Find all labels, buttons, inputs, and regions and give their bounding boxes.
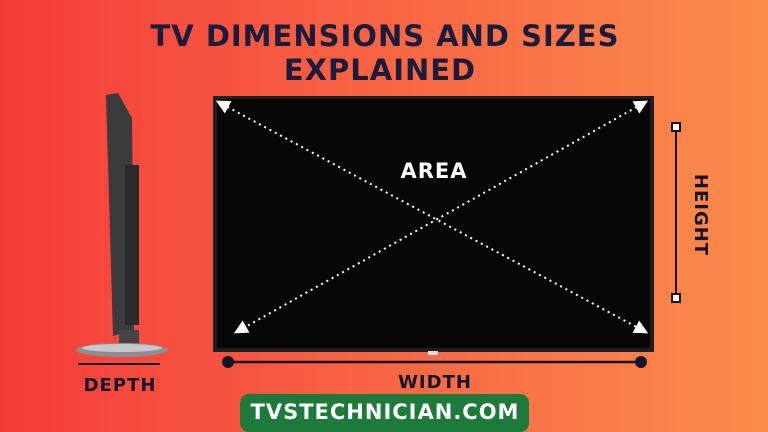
tv-screen [217,99,650,348]
height-end [671,122,681,132]
tv-logo [428,351,438,355]
diagonal [233,100,649,334]
width-end [635,356,647,368]
footer-site: TVSTECHNICIAN.COM [251,400,520,424]
width-label: WIDTH [398,372,472,393]
area-label: AREA [400,159,467,183]
footer-badge [240,394,529,432]
depth-label: DEPTH [84,375,157,396]
title-line: EXPLAINED [284,53,476,87]
title-line: TV DIMENSIONS AND SIZES [151,19,620,53]
tv-side-view [76,93,168,357]
height-end [671,293,681,303]
width-end [222,356,234,368]
height-label: HEIGHT [690,174,711,256]
